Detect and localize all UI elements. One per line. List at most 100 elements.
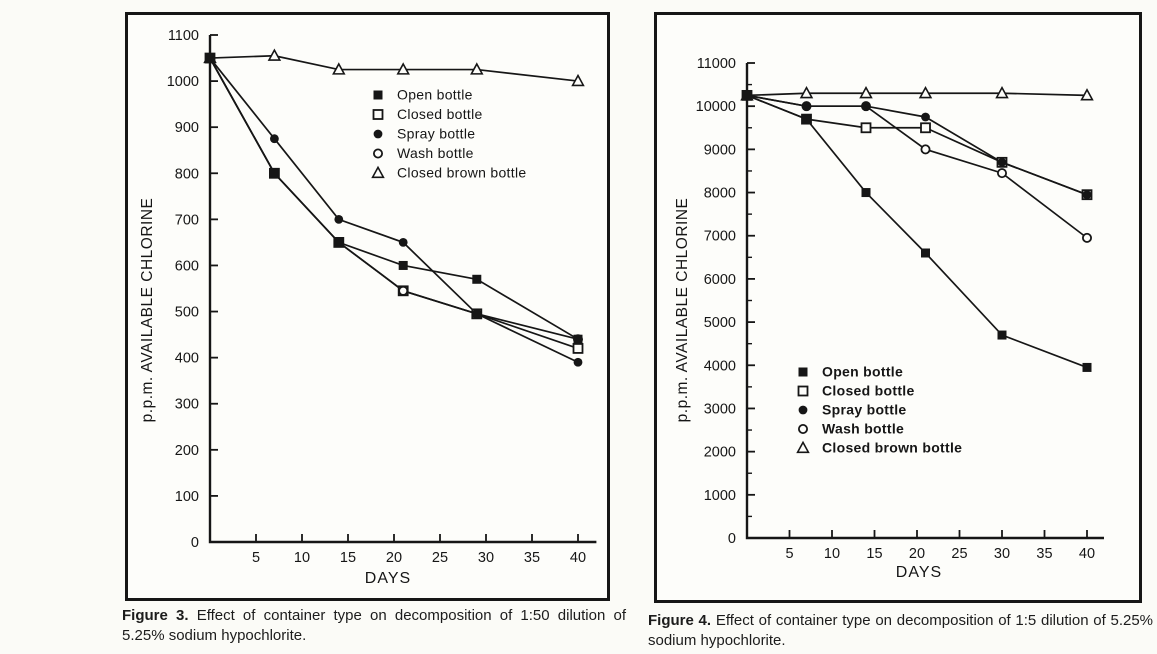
y-tick-label: 3000 — [704, 401, 736, 417]
figure4-chart-frame: 0 1000 2000 3000 4000 5000 6000 7000 8000 9000 100… — [654, 12, 1142, 603]
marker-open-bottle — [921, 248, 930, 258]
marker-wash-bottle — [920, 144, 931, 155]
marker-closed-brown-bottle — [1080, 88, 1094, 101]
y-tick-label: 1100 — [168, 28, 199, 44]
marker-closed-bottle — [860, 122, 872, 134]
marker-closed-brown-bottle — [332, 62, 346, 75]
x-tick-label: 25 — [432, 550, 448, 566]
marker-spray-bottle — [997, 157, 1007, 167]
x-tick-label: 10 — [294, 550, 310, 566]
y-tick-label: 11000 — [697, 56, 736, 72]
figure3-caption: Figure 3. Effect of container type on de… — [122, 606, 626, 646]
x-tick-label: 40 — [570, 550, 586, 566]
x-axis-title: DAYS — [896, 564, 942, 581]
legend-marker-wash-bottle — [372, 148, 383, 159]
marker-closed-brown-bottle — [571, 73, 585, 87]
legend-label-closed-bottle: Closed bottle — [397, 106, 483, 122]
axes — [208, 35, 597, 544]
marker-closed-brown-bottle — [995, 85, 1009, 99]
marker-open-bottle — [398, 260, 408, 270]
y-axis-title: p.p.m. AVAILABLE CHLORINE — [674, 198, 691, 423]
y-tick-label: 200 — [175, 443, 199, 459]
series-line-closed-bottle — [209, 57, 579, 350]
y-tick-label: 2000 — [704, 445, 736, 461]
marker-spray-bottle — [861, 101, 871, 111]
series-line-closed-bottle — [746, 94, 1088, 196]
y-axis-title: p.p.m. AVAILABLE CHLORINE — [139, 198, 156, 423]
marker-closed-bottle — [920, 122, 931, 134]
x-tick-label: 20 — [386, 550, 402, 566]
axes — [745, 63, 1104, 540]
marker-open-bottle — [573, 334, 583, 344]
x-tick-label: 20 — [909, 546, 925, 562]
marker-open-bottle — [802, 114, 811, 124]
y-tick-label: 0 — [728, 531, 736, 547]
y-tick-label: 500 — [175, 305, 199, 321]
x-tick-label: 15 — [340, 550, 356, 566]
legend-label-spray-bottle: Spray bottle — [397, 126, 475, 142]
x-tick-label: 5 — [252, 550, 260, 566]
x-tick-label: 25 — [951, 546, 967, 562]
legend-marker-closed-bottle — [372, 109, 384, 120]
marker-spray-bottle — [398, 238, 408, 247]
series-line-open-bottle — [746, 94, 1088, 369]
marker-spray-bottle — [270, 134, 279, 144]
legend-marker-spray-bottle — [373, 129, 383, 139]
x-axis-title: DAYS — [365, 570, 411, 587]
marker-wash-bottle — [996, 168, 1007, 179]
series-line-closed-brown-bottle — [746, 92, 1088, 97]
marker-spray-bottle — [802, 101, 811, 111]
legend-marker-open-bottle — [373, 90, 383, 100]
y-tick-label: 4000 — [704, 358, 736, 374]
y-tick-label: 100 — [175, 489, 199, 505]
y-tick-label: 1000 — [704, 488, 736, 504]
y-tick-label: 0 — [191, 535, 199, 551]
marker-open-bottle — [997, 330, 1007, 340]
marker-closed-brown-bottle — [799, 85, 814, 99]
marker-closed-brown-bottle — [918, 85, 933, 99]
series-line-spray-bottle — [746, 94, 1088, 196]
y-tick-label: 8000 — [704, 186, 736, 202]
y-tick-label: 700 — [175, 212, 199, 228]
legend-marker-closed-brown-bottle — [371, 165, 385, 179]
legend-marker-closed-bottle — [797, 385, 809, 397]
marker-open-bottle — [861, 188, 871, 198]
figure4-caption-text: Effect of container type on decompositio… — [648, 612, 1154, 649]
figure3-chart-frame: 0 100 200 300 400 500 600 700 800 900 1000 1100 5 10 1… — [125, 12, 610, 601]
x-tick-label: 30 — [994, 546, 1010, 562]
legend-label-wash-bottle: Wash bottle — [397, 145, 474, 161]
figure4-chart: 0 1000 2000 3000 4000 5000 6000 7000 8000 9000 100… — [674, 56, 1104, 581]
marker-spray-bottle — [472, 309, 482, 319]
x-tick-label: 30 — [478, 550, 494, 566]
marker-spray-bottle — [573, 357, 583, 367]
y-tick-label: 300 — [175, 397, 199, 413]
legend-marker-open-bottle — [798, 367, 808, 377]
marker-closed-brown-bottle — [470, 62, 484, 75]
marker-closed-brown-bottle — [267, 48, 282, 61]
figure4-caption-label: Figure 4. — [648, 612, 712, 629]
marker-closed-bottle — [572, 343, 584, 354]
marker-wash-bottle — [1081, 232, 1092, 243]
marker-spray-bottle — [334, 214, 344, 224]
y-tick-label: 1000 — [167, 74, 199, 90]
figure4-caption: Figure 4. Effect of container type on de… — [648, 611, 1153, 651]
x-tick-label: 10 — [824, 546, 840, 562]
marker-closed-brown-bottle — [859, 85, 873, 99]
legend-label-open-bottle: Open bottle — [822, 364, 903, 380]
marker-closed-brown-bottle — [396, 62, 410, 75]
x-tick-label: 15 — [866, 546, 882, 562]
y-tick-label: 400 — [175, 351, 199, 367]
legend-marker-closed-brown-bottle — [796, 440, 810, 454]
figure3-caption-label: Figure 3. — [122, 607, 189, 624]
y-tick-label: 5000 — [704, 315, 736, 331]
marker-open-bottle — [205, 53, 215, 63]
series-line-open-bottle — [209, 57, 579, 340]
series-line-spray-bottle — [209, 57, 579, 364]
x-tick-label: 5 — [785, 546, 793, 562]
series-line-wash-bottle — [209, 57, 579, 341]
y-tick-label: 6000 — [704, 272, 736, 288]
marker-open-bottle — [742, 90, 752, 100]
marker-open-bottle — [269, 168, 279, 178]
legend-marker-wash-bottle — [797, 423, 808, 434]
y-tick-label: 10000 — [696, 99, 736, 115]
